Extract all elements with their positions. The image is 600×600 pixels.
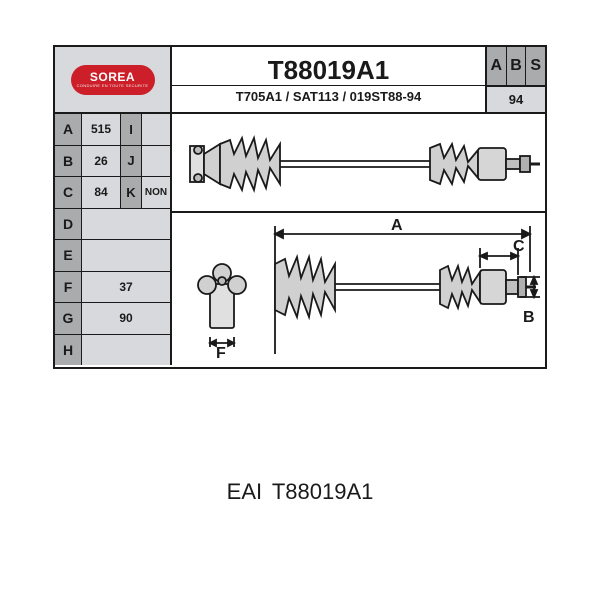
logo-brand: SOREA bbox=[90, 71, 135, 83]
caption-brand: EAI bbox=[227, 479, 262, 504]
table-row: B26J bbox=[55, 146, 170, 178]
dim-a-label: A bbox=[391, 217, 403, 235]
logo-cell: SOREA CONDUIRE EN TOUTE SECURITE bbox=[55, 47, 172, 112]
caption: EAI T88019A1 bbox=[227, 479, 374, 505]
table-row: E bbox=[55, 240, 170, 272]
dim-key2: I bbox=[121, 114, 142, 145]
dim-value2 bbox=[142, 146, 170, 177]
dim-value2 bbox=[142, 114, 170, 145]
dim-value: 26 bbox=[82, 146, 121, 177]
caption-part: T88019A1 bbox=[272, 479, 374, 504]
dim-key: D bbox=[55, 209, 82, 240]
dim-key: A bbox=[55, 114, 82, 145]
dim-b-label: B bbox=[523, 309, 535, 327]
dim-f-label: F bbox=[216, 345, 226, 363]
dim-key: F bbox=[55, 272, 82, 303]
abs-b: B bbox=[506, 47, 526, 85]
title-cell: T88019A1 T705A1 / SAT113 / 019ST88-94 bbox=[172, 47, 487, 112]
dim-key: E bbox=[55, 240, 82, 271]
dim-key: B bbox=[55, 146, 82, 177]
dim-key: H bbox=[55, 335, 82, 366]
dim-value bbox=[82, 209, 170, 240]
dim-key: C bbox=[55, 177, 82, 208]
table-row: G90 bbox=[55, 303, 170, 335]
sorea-logo: SOREA CONDUIRE EN TOUTE SECURITE bbox=[71, 65, 155, 95]
abs-cell: A B S 94 bbox=[487, 47, 545, 112]
diagram-area: A C B F bbox=[172, 114, 545, 365]
header: SOREA CONDUIRE EN TOUTE SECURITE T88019A… bbox=[55, 47, 545, 114]
dim-c-label: C bbox=[513, 238, 525, 256]
dim-value bbox=[82, 240, 170, 271]
dim-value: 515 bbox=[82, 114, 121, 145]
dim-value bbox=[82, 335, 170, 366]
title-divider bbox=[172, 85, 485, 86]
table-row: C84KNON bbox=[55, 177, 170, 209]
dim-key2: J bbox=[121, 146, 142, 177]
table-row: H bbox=[55, 335, 170, 366]
dim-key: G bbox=[55, 303, 82, 334]
table-row: A515I bbox=[55, 114, 170, 146]
cross-refs: T705A1 / SAT113 / 019ST88-94 bbox=[236, 89, 421, 104]
table-row: F37 bbox=[55, 272, 170, 304]
spec-card: SOREA CONDUIRE EN TOUTE SECURITE T88019A… bbox=[53, 45, 547, 369]
dim-value: 90 bbox=[82, 303, 170, 334]
dim-key2: K bbox=[121, 177, 142, 208]
logo-tagline: CONDUIRE EN TOUTE SECURITE bbox=[77, 83, 149, 88]
dim-value2: NON bbox=[142, 177, 170, 208]
dim-table: A515IB26JC84KNONDEF37G90H bbox=[55, 114, 172, 365]
abs-s: S bbox=[525, 47, 545, 85]
dim-value: 84 bbox=[82, 177, 121, 208]
body: A515IB26JC84KNONDEF37G90H bbox=[55, 114, 545, 365]
abs-a: A bbox=[487, 47, 506, 85]
part-number: T88019A1 bbox=[268, 55, 389, 86]
dim-value: 37 bbox=[82, 272, 170, 303]
driveshaft-svg bbox=[172, 114, 545, 365]
abs-letters: A B S bbox=[487, 47, 545, 87]
abs-value: 94 bbox=[487, 87, 545, 112]
table-row: D bbox=[55, 209, 170, 241]
